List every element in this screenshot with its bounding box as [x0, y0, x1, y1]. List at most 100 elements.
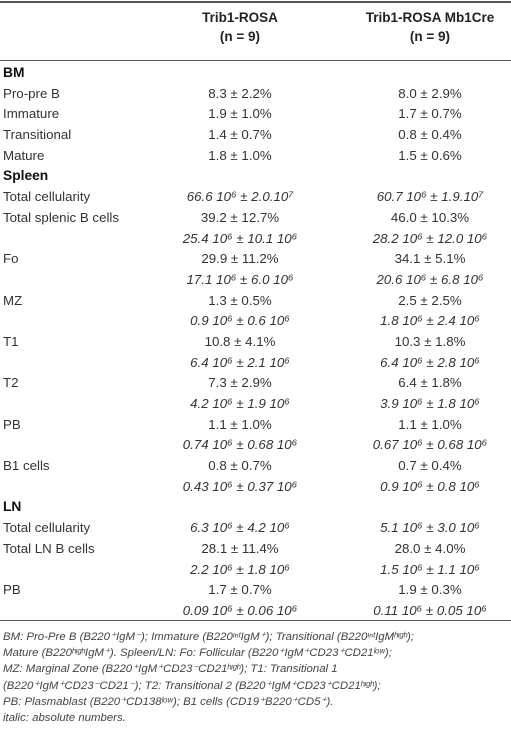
table-row: Total splenic B cells 39.2 ± 12.7% 46.0 ± …: [0, 208, 511, 229]
table-row: 6.4 10⁶ ± 2.1 10⁶ 6.4 10⁶ ± 2.8 10⁶: [0, 353, 511, 374]
row-label: B1 cells: [3, 458, 50, 474]
cell-trib1-rosa: 1.3 ± 0.5%: [208, 292, 272, 308]
row-label: Total cellularity: [3, 189, 91, 205]
cell-trib1-rosa: 39.2 ± 12.7%: [200, 209, 280, 225]
table-row: MZ 1.3 ± 0.5% 2.5 ± 2.5%: [0, 291, 511, 312]
cell-trib1-rosa-mb1cre: 0.9 10⁶ ± 0.8 10⁶: [380, 478, 480, 494]
table-footnote: BM: Pro-Pre B (B220⁺IgM⁻); Immature (B22…: [3, 629, 508, 726]
cell-trib1-rosa-mb1cre: 8.0 ± 2.9%: [398, 85, 462, 101]
cell-trib1-rosa: 66.6 10⁶ ± 2.0.10⁷: [186, 189, 294, 205]
cell-trib1-rosa-mb1cre: 6.4 10⁶ ± 2.8 10⁶: [380, 354, 480, 370]
cell-trib1-rosa-mb1cre: 2.5 ± 2.5%: [398, 292, 462, 308]
cell-trib1-rosa: 25.4 10⁶ ± 10.1 10⁶: [182, 230, 298, 246]
table-body: BM Pro-pre B 8.3 ± 2.2% 8.0 ± 2.9% Immature 1…: [0, 63, 511, 622]
cell-trib1-rosa-mb1cre: 0.67 10⁶ ± 0.68 10⁶: [372, 437, 488, 453]
cell-trib1-rosa-mb1cre: 20.6 10⁶ ± 6.8 10⁶: [376, 271, 484, 287]
cell-trib1-rosa: 10.8 ± 4.1%: [204, 333, 276, 349]
row-label: MZ: [3, 292, 23, 308]
cell-trib1-rosa-mb1cre: 46.0 ± 10.3%: [390, 209, 470, 225]
table-row: 0.74 10⁶ ± 0.68 10⁶ 0.67 10⁶ ± 0.68 10⁶: [0, 435, 511, 456]
cell-trib1-rosa-mb1cre: 1.5 ± 0.6%: [398, 147, 462, 163]
cell-trib1-rosa: 0.43 10⁶ ± 0.37 10⁶: [182, 478, 298, 494]
cell-trib1-rosa: 1.8 ± 1.0%: [208, 147, 272, 163]
row-label: Total LN B cells: [3, 540, 95, 556]
cell-trib1-rosa-mb1cre: 1.7 ± 0.7%: [398, 106, 462, 122]
cell-trib1-rosa: 1.1 ± 1.0%: [208, 416, 272, 432]
row-label: Pro-pre B: [3, 85, 60, 101]
table-row: 25.4 10⁶ ± 10.1 10⁶ 28.2 10⁶ ± 12.0 10⁶: [0, 229, 511, 250]
row-label: Mature: [3, 147, 45, 163]
section-label: BM: [3, 65, 25, 80]
cell-trib1-rosa: 0.8 ± 0.7%: [208, 458, 272, 474]
bottom-rule: [0, 620, 511, 621]
section-row: LN: [0, 497, 511, 518]
cell-trib1-rosa: 7.3 ± 2.9%: [208, 375, 272, 391]
cell-trib1-rosa: 1.9 ± 1.0%: [208, 106, 272, 122]
table-header: Trib1-ROSA (n = 9) Trib1-ROSA Mb1Cre (n …: [0, 8, 511, 58]
table-row: Immature 1.9 ± 1.0% 1.7 ± 0.7%: [0, 104, 511, 125]
cell-trib1-rosa: 28.1 ± 11.4%: [201, 540, 279, 556]
cell-trib1-rosa-mb1cre: 10.3 ± 1.8%: [394, 333, 466, 349]
cell-trib1-rosa-mb1cre: 0.8 ± 0.4%: [398, 127, 462, 143]
cell-trib1-rosa: 6.4 10⁶ ± 2.1 10⁶: [190, 354, 290, 370]
cell-trib1-rosa-mb1cre: 0.7 ± 0.4%: [398, 458, 462, 474]
cell-trib1-rosa: 0.9 10⁶ ± 0.6 10⁶: [190, 313, 290, 329]
table-row: 0.43 10⁶ ± 0.37 10⁶ 0.9 10⁶ ± 0.8 10⁶: [0, 477, 511, 498]
row-label: T2: [3, 375, 19, 391]
column-title: Trib1-ROSA: [202, 10, 278, 25]
column-n: (n = 9): [219, 29, 261, 44]
table-row: 0.9 10⁶ ± 0.6 10⁶ 1.8 10⁶ ± 2.4 10⁶: [0, 311, 511, 332]
table-row: Total LN B cells 28.1 ± 11.4% 28.0 ± 4.0%: [0, 539, 511, 560]
table-row: Pro-pre B 8.3 ± 2.2% 8.0 ± 2.9%: [0, 84, 511, 105]
footnote-line: PB: Plasmablast (B220⁺CD138ˡᵒʷ); B1 cell…: [3, 695, 334, 708]
footnote-line: BM: Pro-Pre B (B220⁺IgM⁻); Immature (B22…: [3, 631, 414, 643]
cell-trib1-rosa-mb1cre: 5.1 10⁶ ± 3.0 10⁶: [380, 520, 480, 536]
table-row: T2 7.3 ± 2.9% 6.4 ± 1.8%: [0, 373, 511, 394]
cell-trib1-rosa-mb1cre: 6.4 ± 1.8%: [398, 375, 462, 391]
cell-trib1-rosa: 4.2 10⁶ ± 1.9 10⁶: [190, 396, 290, 411]
table-row: Transitional 1.4 ± 0.7% 0.8 ± 0.4%: [0, 125, 511, 146]
row-label: Total splenic B cells: [3, 209, 120, 225]
table-row: PB 1.1 ± 1.0% 1.1 ± 1.0%: [0, 415, 511, 436]
cell-trib1-rosa-mb1cre: 60.7 10⁶ ± 1.9.10⁷: [376, 189, 484, 205]
table-row: Fo 29.9 ± 11.2% 34.1 ± 5.1%: [0, 249, 511, 270]
cell-trib1-rosa: 0.74 10⁶ ± 0.68 10⁶: [182, 437, 298, 453]
cell-trib1-rosa: 2.2 10⁶ ± 1.8 10⁶: [190, 561, 290, 577]
header-rule: [0, 60, 511, 61]
section-label: Spleen: [3, 168, 49, 184]
row-label: T1: [3, 333, 19, 349]
table-row: PB 1.7 ± 0.7% 1.9 ± 0.3%: [0, 580, 511, 601]
top-rule: [0, 1, 511, 3]
cell-trib1-rosa-mb1cre: 3.9 10⁶ ± 1.8 10⁶: [380, 396, 480, 411]
table-row: Total cellularity 6.3 10⁶ ± 4.2 10⁶ 5.1 10…: [0, 518, 511, 539]
cell-trib1-rosa: 17.1 10⁶ ± 6.0 10⁶: [186, 271, 294, 287]
footnote-line: Mature (B220ʰᶦᵍʰIgM⁺). Spleen/LN: Fo: Fo…: [3, 647, 392, 660]
cell-trib1-rosa-mb1cre: 1.8 10⁶ ± 2.4 10⁶: [380, 313, 480, 329]
table-row: 2.2 10⁶ ± 1.8 10⁶ 1.5 10⁶ ± 1.1 10⁶: [0, 560, 511, 581]
section-label: LN: [3, 499, 22, 515]
row-label: Immature: [3, 106, 60, 122]
footnote-line: MZ: Marginal Zone (B220⁺IgM⁺CD23⁻CD21ʰᶦᵍ…: [3, 663, 338, 676]
table-row: 4.2 10⁶ ± 1.9 10⁶ 3.9 10⁶ ± 1.8 10⁶: [0, 394, 511, 415]
row-label: PB: [3, 416, 21, 432]
table-row: 0.09 10⁶ ± 0.06 10⁶ 0.11 10⁶ ± 0.05 10⁶: [0, 601, 511, 622]
cell-trib1-rosa: 8.3 ± 2.2%: [208, 85, 272, 101]
row-label: Total cellularity: [3, 520, 91, 536]
footnote-line: (B220⁺IgM⁺CD23⁻CD21⁻); T2: Transitional …: [3, 679, 381, 692]
section-row: Spleen: [0, 166, 511, 187]
cell-trib1-rosa-mb1cre: 34.1 ± 5.1%: [394, 251, 466, 267]
cell-trib1-rosa: 1.4 ± 0.7%: [208, 127, 272, 143]
table-row: Total cellularity 66.6 10⁶ ± 2.0.10⁷ 60.7 …: [0, 187, 511, 208]
column-header-trib1-rosa-mb1cre: Trib1-ROSA Mb1Cre (n = 9): [345, 8, 511, 46]
cell-trib1-rosa-mb1cre: 1.9 ± 0.3%: [398, 582, 462, 598]
column-header-trib1-rosa: Trib1-ROSA (n = 9): [140, 8, 340, 46]
table-row: B1 cells 0.8 ± 0.7% 0.7 ± 0.4%: [0, 456, 511, 477]
column-title: Trib1-ROSA Mb1Cre: [365, 10, 495, 25]
row-label: Transitional: [3, 127, 72, 143]
table-row: 17.1 10⁶ ± 6.0 10⁶ 20.6 10⁶ ± 6.8 10⁶: [0, 270, 511, 291]
cell-trib1-rosa-mb1cre: 28.2 10⁶ ± 12.0 10⁶: [372, 230, 488, 246]
column-n: (n = 9): [409, 29, 451, 44]
cell-trib1-rosa: 29.9 ± 11.2%: [201, 251, 279, 267]
table-row: T1 10.8 ± 4.1% 10.3 ± 1.8%: [0, 332, 511, 353]
